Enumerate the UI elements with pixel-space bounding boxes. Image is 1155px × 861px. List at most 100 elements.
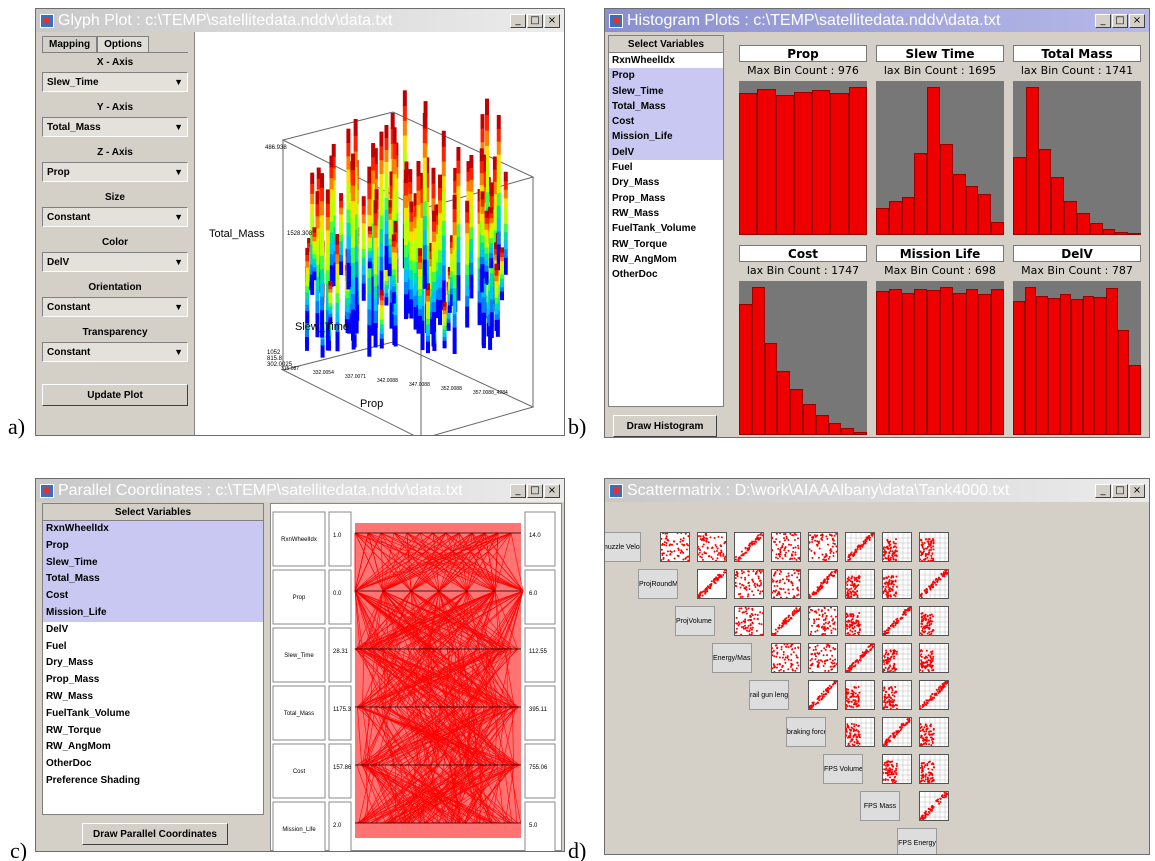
scatter-cell[interactable] [771,643,801,673]
mapping-select[interactable]: Constant ▼ [42,297,188,317]
scatter-cell[interactable] [882,717,912,747]
list-item[interactable]: OtherDoc [46,758,92,770]
minimize-button[interactable]: _ [1095,483,1111,498]
scatter-cell[interactable] [919,532,949,562]
scatter-cell[interactable] [845,606,875,636]
scatter-cell[interactable] [771,532,801,562]
list-item[interactable]: Slew_Time [609,83,723,99]
maximize-button[interactable]: □ [527,13,543,28]
tab-mapping[interactable]: Mapping [42,36,98,52]
list-item[interactable]: Prop_Mass [612,192,666,204]
scatter-cell[interactable] [882,680,912,710]
list-item[interactable]: Fuel [612,162,633,174]
list-item[interactable]: Total_Mass [43,571,263,589]
pc-variable-list[interactable]: Select Variables RxnWheelIdx Prop Slew_Tim… [42,503,264,815]
scatter-cell[interactable] [882,532,912,562]
list-item[interactable]: Cost [43,588,263,605]
list-item[interactable]: Prop [43,537,263,555]
pc-title-bar[interactable]: Parallel Coordinates : c:\TEMP\satellite… [36,479,564,502]
scatter-cell[interactable] [808,532,838,562]
minimize-button[interactable]: _ [510,13,526,28]
mapping-select[interactable]: Constant ▼ [42,207,188,227]
maximize-button[interactable]: □ [527,483,543,498]
scatter-cell[interactable] [919,606,949,636]
scatter-cell[interactable] [771,569,801,599]
glyph-title-bar[interactable]: Glyph Plot : c:\TEMP\satellitedata.nddv\… [36,9,564,32]
scatter-cell[interactable] [882,754,912,784]
scatter-cell[interactable] [919,789,949,822]
list-item[interactable]: DelV [46,623,69,635]
scatter-cell[interactable] [919,643,949,673]
mapping-select[interactable]: Total_Mass ▼ [42,117,188,137]
list-item[interactable]: RW_Mass [612,207,660,219]
sm-title-bar[interactable]: Scattermatrix : D:\work\AIAAAlbany\data\… [605,479,1149,502]
draw-parallel-coordinates-button[interactable]: Draw Parallel Coordinates [82,823,228,845]
list-item[interactable]: Mission_Life [609,129,723,145]
scatter-cell[interactable] [845,529,875,565]
maximize-button[interactable]: □ [1112,483,1128,498]
scatter-cell[interactable] [882,606,912,638]
scatter-cell[interactable] [882,643,912,673]
scatter-cell[interactable] [734,569,764,599]
scatter-cell[interactable] [771,603,801,638]
pc-plot-area[interactable]: RxnWheelIdx 1.0 14.0 Prop 0.0 6.0 Slew_Time 28.… [270,503,562,851]
draw-histogram-button[interactable]: Draw Histogram [613,415,717,437]
close-button[interactable]: × [544,483,560,498]
mapping-select[interactable]: Prop ▼ [42,162,188,182]
scatter-cell[interactable] [697,567,727,601]
mapping-select[interactable]: Slew_Time ▼ [42,72,188,92]
list-item[interactable]: RW_Torque [612,238,668,250]
close-button[interactable]: × [1129,13,1145,28]
list-item[interactable]: Slew_Time [43,554,263,572]
glyph-plot-canvas[interactable]: Total_Mass Slew_Time Prop 486.938 1528.308 10… [194,32,564,435]
scatter-cell[interactable] [697,532,727,562]
minimize-button[interactable]: _ [1095,13,1111,28]
list-item[interactable]: RW_Mass [46,690,94,702]
close-button[interactable]: × [544,13,560,28]
update-plot-button[interactable]: Update Plot [42,384,188,406]
scatter-cell[interactable] [919,754,949,784]
scatter-cell[interactable] [734,531,764,563]
scatter-cell[interactable] [919,567,949,601]
list-item[interactable]: RW_AngMom [46,741,111,753]
list-item[interactable]: Prop_Mass [46,674,100,686]
list-item[interactable]: OtherDoc [612,269,658,281]
list-item[interactable]: Total_Mass [609,98,723,115]
scatter-cell[interactable] [660,532,690,562]
list-item[interactable]: RxnWheelIdx [612,55,675,66]
scatter-cell[interactable] [845,569,875,599]
scatter-cell[interactable] [919,717,949,747]
scatter-cell[interactable] [734,606,764,636]
list-item[interactable]: Dry_Mass [46,657,94,669]
scatter-cell[interactable] [808,678,838,712]
scatter-cell[interactable] [845,680,875,710]
maximize-button[interactable]: □ [1112,13,1128,28]
scatter-cell[interactable] [808,643,838,673]
histogram-variable-list[interactable]: Select Variables RxnWheelIdx Prop Slew_Tim… [608,35,724,407]
scatter-cell[interactable] [808,568,838,600]
list-item[interactable]: Mission_Life [43,604,263,622]
list-item[interactable]: Fuel [46,640,67,652]
list-item[interactable]: Cost [609,114,723,130]
scatter-cell[interactable] [919,677,949,713]
list-item[interactable]: FuelTank_Volume [612,223,697,235]
scatter-matrix-grid[interactable]: muzzle Velocity ProjRoundMass ProjVolume r… [605,502,1149,854]
tab-options[interactable]: Options [97,36,149,52]
list-item[interactable]: Dry_Mass [612,177,660,189]
scatter-cell[interactable] [845,717,875,747]
list-item[interactable]: RW_AngMom [612,253,677,265]
mapping-select[interactable]: DelV ▼ [42,252,188,272]
list-item[interactable]: FuelTank_Volume [46,707,131,719]
mapping-select[interactable]: Constant ▼ [42,342,188,362]
close-button[interactable]: × [1129,483,1145,498]
list-item[interactable]: Preference Shading [46,774,140,786]
scatter-cell[interactable] [882,569,912,599]
histogram-title-bar[interactable]: Histogram Plots : c:\TEMP\satellitedata.… [605,9,1149,32]
list-item[interactable]: DelV [609,144,723,161]
scatter-cell[interactable] [808,606,838,636]
list-item[interactable]: RxnWheelIdx [43,521,263,538]
scatter-cell[interactable] [845,642,875,674]
list-item[interactable]: Prop [609,68,723,84]
list-item[interactable]: RW_Torque [46,724,102,736]
minimize-button[interactable]: _ [510,483,526,498]
